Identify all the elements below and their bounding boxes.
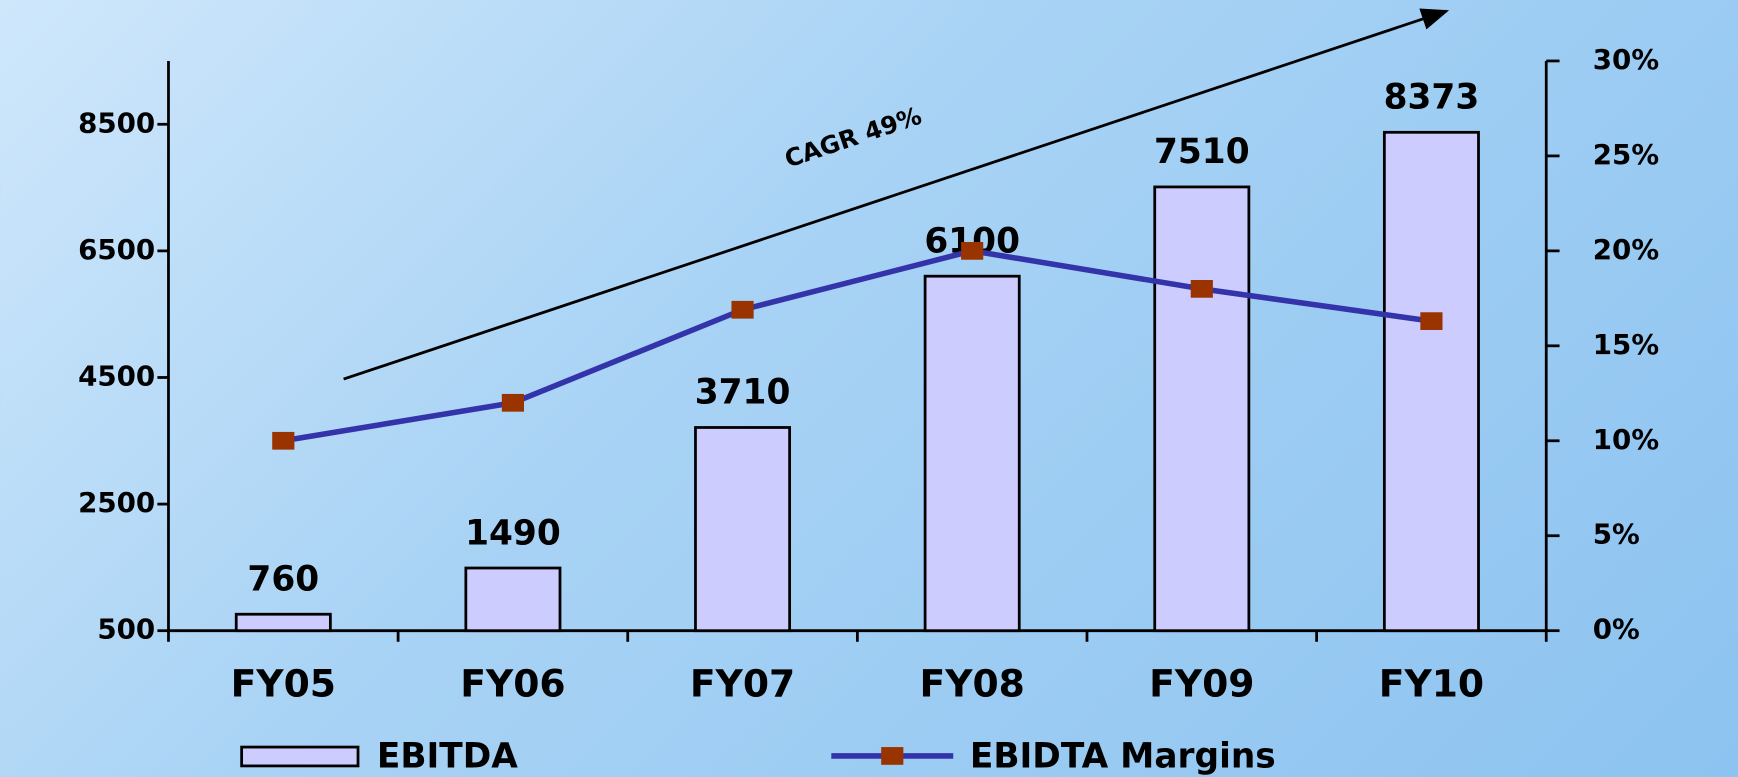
- y-tick-label: 500: [97, 613, 155, 646]
- y2-tick-label: 10%: [1593, 423, 1659, 456]
- value-label: 760: [247, 559, 319, 599]
- cagr-arrow: [343, 8, 1450, 381]
- value-label: 3710: [695, 373, 791, 413]
- marker: [501, 393, 525, 412]
- marker: [731, 300, 754, 319]
- y2-tick-label: 0%: [1593, 613, 1640, 646]
- y2-tick-label: 20%: [1593, 233, 1659, 266]
- x-tick-label: FY08: [919, 662, 1024, 706]
- annotation: CAGR 49%: [781, 101, 925, 174]
- legend-label: EBITDA: [377, 737, 518, 777]
- bar: [234, 612, 332, 633]
- y-tick-label: 2500: [78, 486, 155, 519]
- y-tick-label: 6500: [78, 233, 155, 266]
- y-tick-label: 4500: [78, 359, 155, 392]
- legend-swatch: [240, 745, 360, 768]
- bar: [923, 274, 1021, 633]
- marker: [1420, 312, 1443, 331]
- legend-label: EBIDTA Margins: [970, 737, 1276, 777]
- y2-tick-label: 5%: [1593, 518, 1640, 551]
- value-label: 8373: [1384, 78, 1480, 118]
- x-tick-label: FY06: [460, 662, 565, 706]
- y2-tick-label: 15%: [1593, 328, 1659, 361]
- marker: [1190, 279, 1213, 298]
- x-tick-label: FY09: [1149, 662, 1254, 706]
- marker: [961, 242, 984, 260]
- legend-marker: [881, 747, 904, 765]
- bar: [694, 426, 792, 633]
- bar: [464, 566, 562, 633]
- bar: [1153, 185, 1251, 633]
- marker: [272, 431, 295, 450]
- line: [282, 248, 1432, 444]
- y2-tick-label: 30%: [1593, 43, 1659, 76]
- x-tick-label: FY07: [690, 662, 795, 706]
- y2-tick-label: 25%: [1593, 138, 1659, 171]
- value-label: 1490: [465, 513, 561, 553]
- x-tick-label: FY05: [231, 662, 336, 706]
- bar: [1382, 130, 1480, 633]
- y-tick-label: 8500: [78, 106, 155, 139]
- value-label: 7510: [1154, 132, 1250, 172]
- x-tick-label: FY10: [1379, 662, 1484, 706]
